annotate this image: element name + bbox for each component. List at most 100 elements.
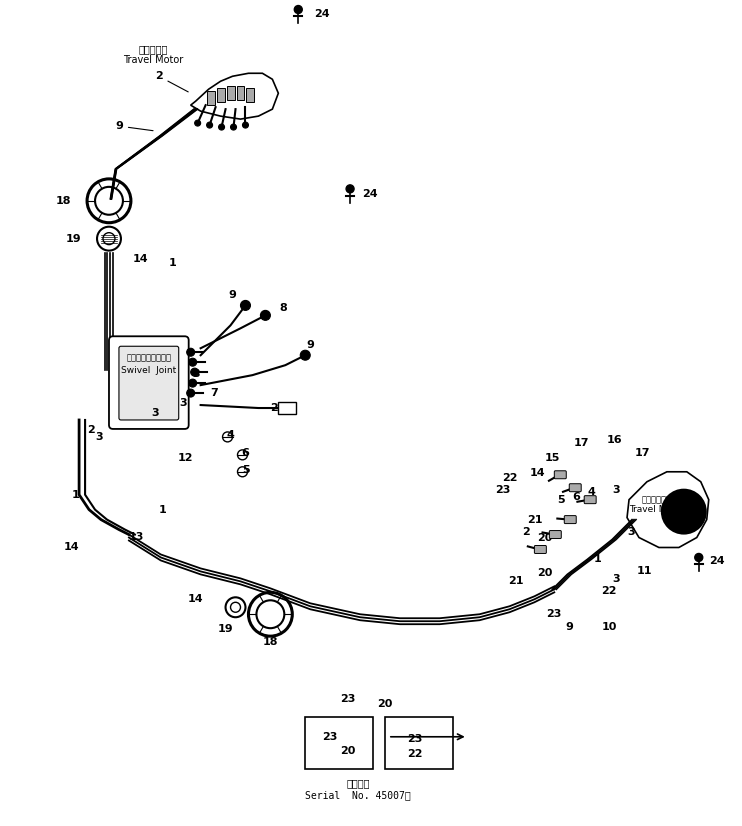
FancyBboxPatch shape [569,484,581,491]
Text: 2: 2 [87,425,95,435]
Text: 18: 18 [263,637,278,647]
Text: 9: 9 [229,291,237,301]
Circle shape [295,6,302,13]
Text: 5: 5 [557,495,565,505]
Bar [305,717,373,769]
Text: 2: 2 [155,71,188,92]
Text: 20: 20 [341,746,355,756]
Text: 6: 6 [242,448,249,458]
Circle shape [240,301,251,311]
Text: 走行モーター: 走行モーター [642,495,672,504]
Text: 1: 1 [71,490,79,500]
Circle shape [194,120,200,126]
Text: 24: 24 [362,189,378,199]
Text: 8: 8 [280,303,287,313]
Text: 2: 2 [271,403,278,413]
Circle shape [191,368,199,376]
Text: 19: 19 [65,234,81,244]
Text: 3: 3 [627,526,635,537]
Text: 14: 14 [188,594,203,605]
Text: 7: 7 [211,388,218,398]
Bar [385,717,453,769]
Text: 1: 1 [159,505,167,515]
Polygon shape [206,91,214,105]
Text: 3: 3 [179,398,186,408]
Polygon shape [226,86,234,100]
Circle shape [187,349,194,356]
Text: 14: 14 [530,468,545,477]
Circle shape [231,124,237,130]
Polygon shape [237,86,244,100]
Text: 14: 14 [133,254,148,263]
Text: 23: 23 [341,694,355,704]
Circle shape [188,358,197,366]
Text: 21: 21 [527,515,542,525]
Text: 23: 23 [407,733,422,743]
Text: 23: 23 [547,610,562,620]
Text: 1: 1 [169,258,177,268]
Circle shape [188,379,197,387]
FancyBboxPatch shape [584,496,596,504]
Text: スイベルジョイント: スイベルジョイント [126,354,171,363]
Text: 適用号機: 適用号機 [347,779,370,789]
Circle shape [301,350,310,360]
Text: 12: 12 [178,453,194,463]
Circle shape [206,122,213,128]
Text: 11: 11 [636,567,651,577]
Text: 9: 9 [565,622,573,632]
Text: 14: 14 [63,543,79,553]
Text: 9: 9 [115,121,153,131]
Text: 走行モータ: 走行モータ [138,45,168,55]
Text: 4: 4 [226,430,234,440]
FancyBboxPatch shape [119,346,179,420]
Text: 20: 20 [377,699,393,709]
Text: 3: 3 [612,574,620,584]
Text: 23: 23 [323,732,338,742]
Text: 3: 3 [151,408,159,418]
Text: Travel Motor: Travel Motor [122,55,183,65]
Text: 22: 22 [502,472,517,482]
Text: 21: 21 [508,577,523,586]
Polygon shape [217,88,225,102]
Text: 18: 18 [56,196,71,206]
Polygon shape [246,88,255,102]
Text: 24: 24 [709,557,724,567]
Text: 17: 17 [634,448,650,458]
Circle shape [243,122,249,128]
Text: 20: 20 [536,568,552,578]
Circle shape [662,490,706,534]
Text: 17: 17 [574,438,589,448]
Text: 5: 5 [243,465,250,475]
Text: 3: 3 [192,369,200,379]
Circle shape [260,311,270,320]
FancyBboxPatch shape [554,471,566,479]
Text: 3: 3 [95,432,103,442]
Text: 1: 1 [594,554,601,564]
FancyBboxPatch shape [534,545,546,553]
Circle shape [695,553,703,562]
Text: 10: 10 [602,622,617,632]
Text: 4: 4 [587,487,595,496]
Polygon shape [191,74,278,119]
Text: 2: 2 [522,526,531,537]
FancyBboxPatch shape [564,515,577,524]
Text: 13: 13 [128,532,143,542]
Text: 22: 22 [601,586,617,596]
Text: 16: 16 [606,435,622,445]
Text: 9: 9 [306,340,314,350]
FancyBboxPatch shape [109,336,188,429]
Polygon shape [627,472,709,548]
Text: Swivel  Joint: Swivel Joint [121,366,177,375]
Text: 22: 22 [407,748,423,759]
Bar [278,402,296,414]
Text: 3: 3 [612,485,620,495]
Circle shape [187,389,194,397]
Text: 6: 6 [572,491,580,501]
FancyBboxPatch shape [549,530,561,539]
Circle shape [219,124,225,130]
Text: Travel Motor: Travel Motor [629,506,685,514]
Text: 24: 24 [315,8,330,18]
Circle shape [346,185,354,192]
Text: Serial  No. 45007～: Serial No. 45007～ [305,790,411,800]
Text: 15: 15 [545,453,560,463]
